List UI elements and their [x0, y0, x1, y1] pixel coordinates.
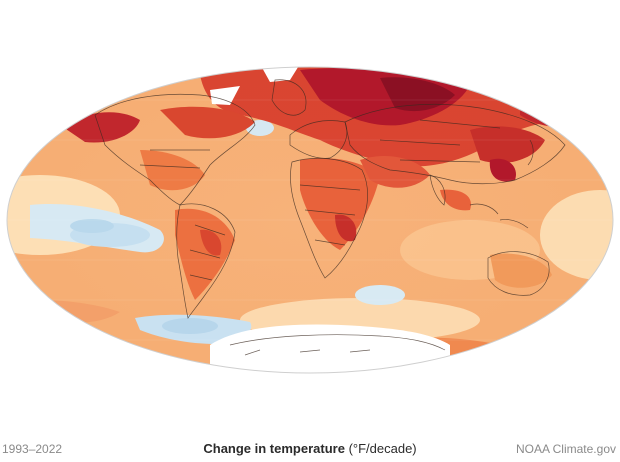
country-borders: [94, 79, 577, 356]
credit-label: NOAA Climate.gov: [515, 442, 616, 456]
globe-outline: [6, 66, 614, 374]
antarctica-ice: [210, 324, 450, 373]
map-title-unit: (°F/decade): [344, 441, 417, 456]
map-footer: 1993–2022 Change in temperature (°F/deca…: [0, 436, 620, 462]
temperature-change-map: [6, 66, 614, 374]
map-title-main: Change in temperature: [203, 441, 345, 456]
year-range-label: 1993–2022: [2, 442, 63, 456]
globe-fill: [7, 67, 613, 373]
map-title: Change in temperature (°F/decade): [0, 441, 620, 456]
